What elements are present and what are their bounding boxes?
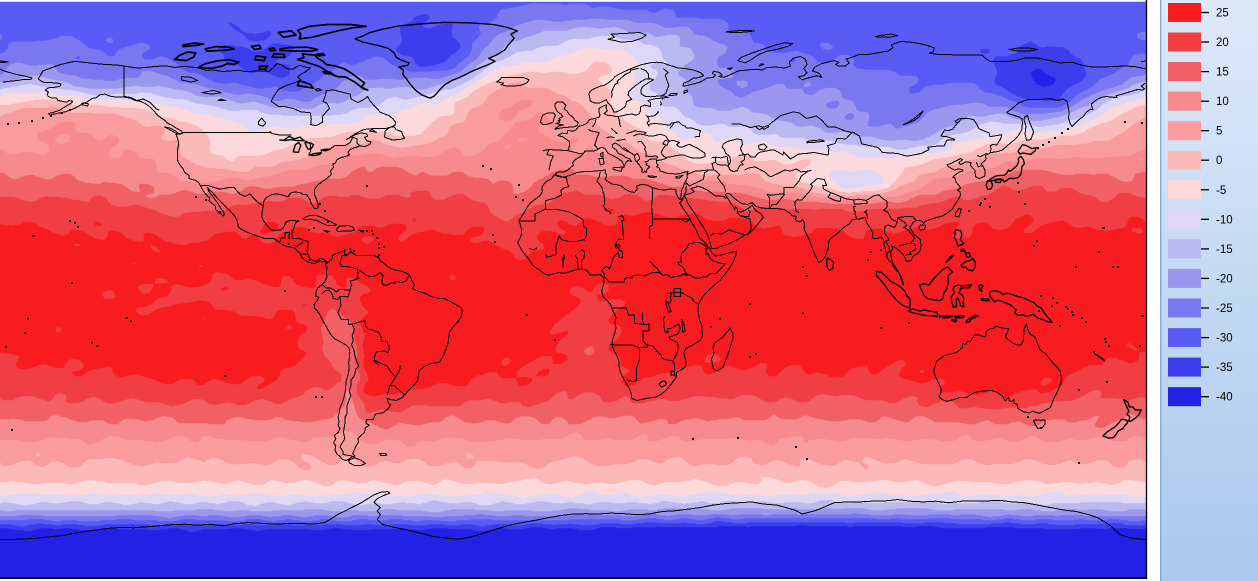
svg-text:-15: -15 bbox=[1216, 244, 1233, 256]
svg-text:-40: -40 bbox=[1216, 392, 1233, 404]
svg-text:-30: -30 bbox=[1216, 333, 1233, 345]
svg-text:5: 5 bbox=[1216, 126, 1222, 138]
svg-text:-5: -5 bbox=[1216, 185, 1226, 197]
svg-text:25: 25 bbox=[1216, 8, 1229, 20]
svg-text:-20: -20 bbox=[1216, 273, 1233, 285]
svg-text:-10: -10 bbox=[1216, 214, 1233, 226]
svg-text:15: 15 bbox=[1216, 67, 1229, 79]
svg-text:0: 0 bbox=[1216, 155, 1222, 167]
svg-text:-35: -35 bbox=[1216, 362, 1233, 374]
svg-text:20: 20 bbox=[1216, 37, 1229, 49]
svg-text:10: 10 bbox=[1216, 96, 1229, 108]
svg-text:-25: -25 bbox=[1216, 303, 1233, 315]
